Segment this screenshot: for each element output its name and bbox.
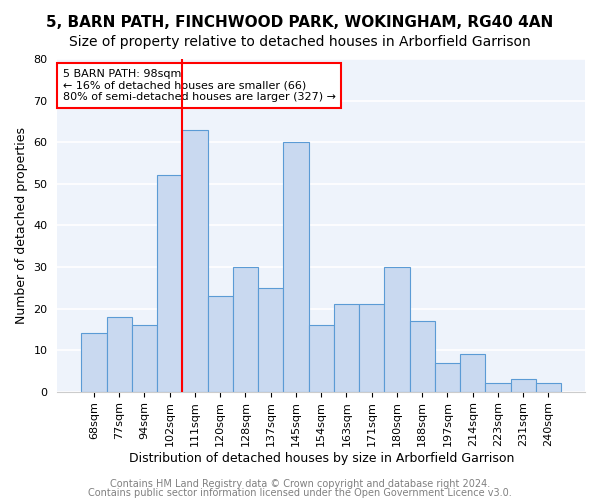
Bar [182,130,208,392]
Y-axis label: Number of detached properties: Number of detached properties [15,127,28,324]
Bar [334,304,359,392]
Bar [157,176,182,392]
Text: Contains HM Land Registry data © Crown copyright and database right 2024.: Contains HM Land Registry data © Crown c… [110,479,490,489]
Bar [283,142,308,392]
Bar [233,267,258,392]
Bar [308,325,334,392]
Bar [208,296,233,392]
Text: 5 BARN PATH: 98sqm
← 16% of detached houses are smaller (66)
80% of semi-detache: 5 BARN PATH: 98sqm ← 16% of detached hou… [62,69,335,102]
Bar [385,267,410,392]
Bar [258,288,283,392]
Bar [410,321,435,392]
Bar [132,325,157,392]
Bar [460,354,485,392]
Text: Size of property relative to detached houses in Arborfield Garrison: Size of property relative to detached ho… [69,35,531,49]
Text: 5, BARN PATH, FINCHWOOD PARK, WOKINGHAM, RG40 4AN: 5, BARN PATH, FINCHWOOD PARK, WOKINGHAM,… [46,15,554,30]
Text: Contains public sector information licensed under the Open Government Licence v3: Contains public sector information licen… [88,488,512,498]
Bar [82,334,107,392]
Bar [511,379,536,392]
Bar [359,304,385,392]
Bar [536,384,561,392]
Bar [107,317,132,392]
Bar [435,362,460,392]
X-axis label: Distribution of detached houses by size in Arborfield Garrison: Distribution of detached houses by size … [128,452,514,465]
Bar [485,384,511,392]
